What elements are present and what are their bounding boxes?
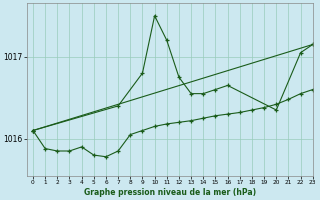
X-axis label: Graphe pression niveau de la mer (hPa): Graphe pression niveau de la mer (hPa) xyxy=(84,188,256,197)
